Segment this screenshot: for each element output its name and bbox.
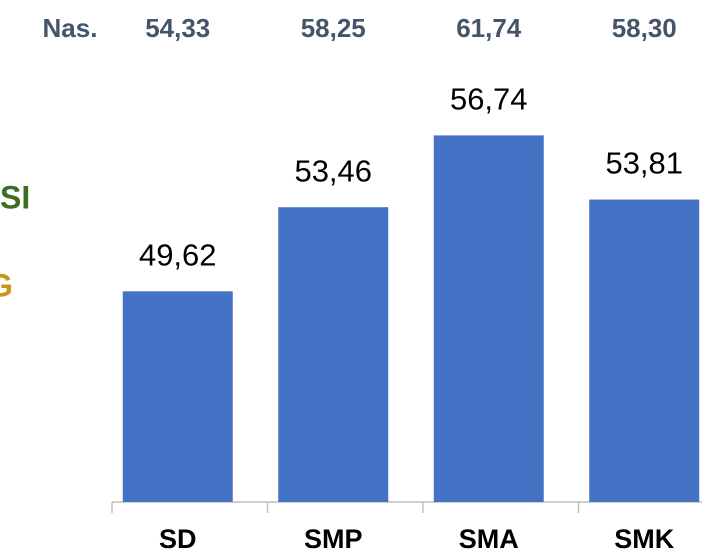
data-label: 56,74 <box>450 82 528 117</box>
data-label: 53,81 <box>605 146 683 181</box>
data-label: 53,46 <box>294 153 372 188</box>
bar <box>278 207 389 502</box>
x-tick-label: SMP <box>304 524 363 554</box>
bar <box>589 199 700 502</box>
national-value: 58,30 <box>612 13 677 43</box>
national-value: 58,25 <box>301 13 366 43</box>
x-tick-label: SMA <box>459 524 519 554</box>
annotation: SI <box>0 179 30 215</box>
x-tick-label: SMK <box>614 524 675 554</box>
national-value: 54,33 <box>145 13 210 43</box>
data-label: 49,62 <box>139 238 217 273</box>
bar <box>433 135 544 503</box>
x-tick-label: SD <box>159 524 197 554</box>
bar <box>122 291 233 502</box>
annotation: G <box>0 267 13 303</box>
national-value: 61,74 <box>456 13 522 43</box>
national-label: Nas. <box>43 13 98 43</box>
